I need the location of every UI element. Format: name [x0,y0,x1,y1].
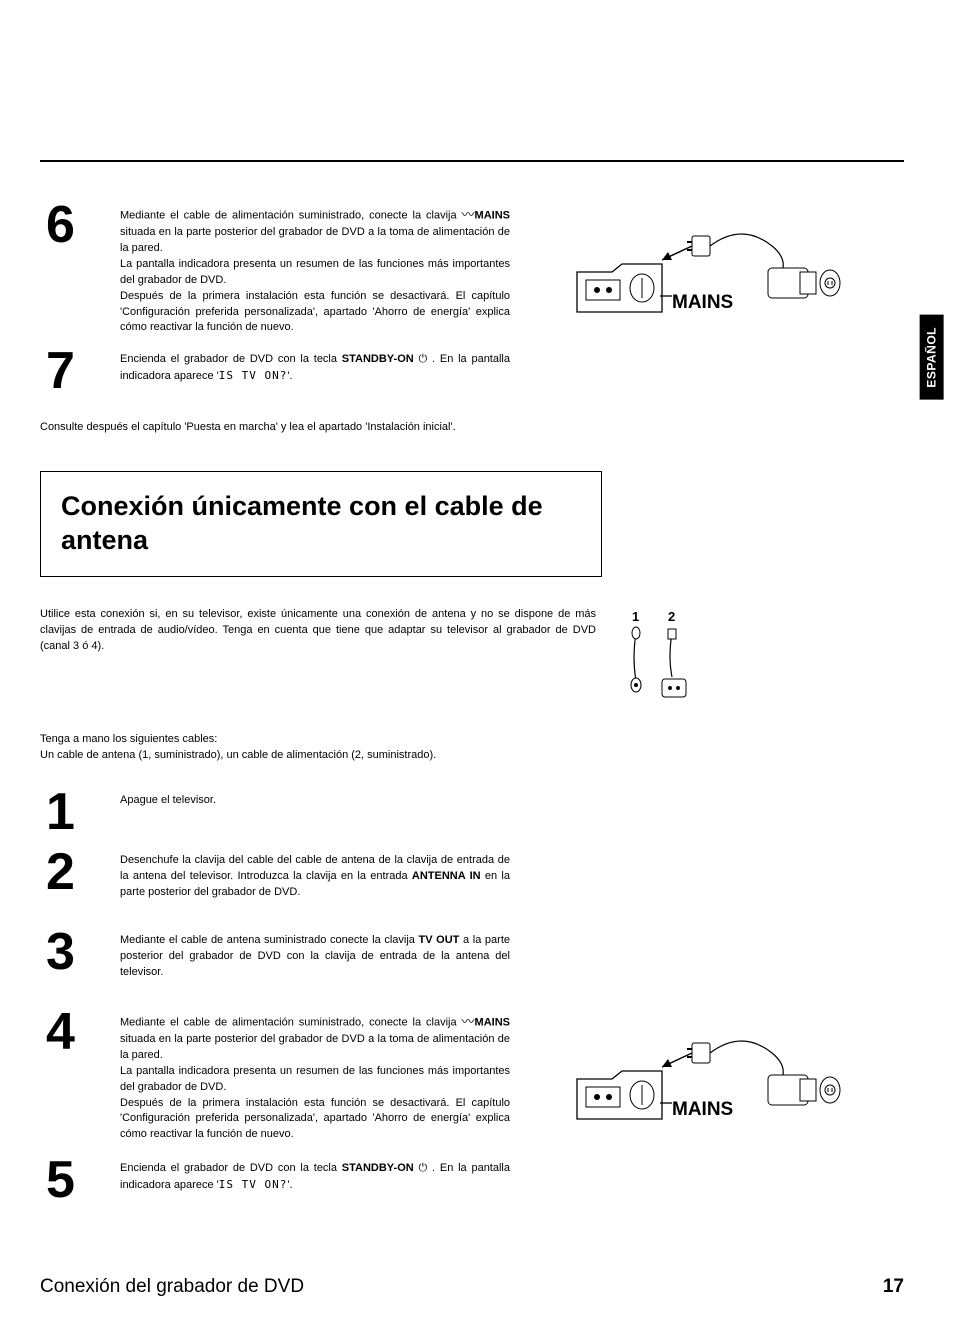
cables-line2: Un cable de antena (1, suministrado), un… [40,749,436,761]
top-rule [40,160,904,162]
step-number: 2 [40,849,120,896]
step-number: 1 [40,789,120,836]
page-footer: Conexión del grabador de DVD 17 [40,1276,904,1298]
mains-label: MAINS [672,1099,733,1120]
cable-label-1: 1 [632,609,639,624]
step-illustration-col: MAINS [510,202,904,332]
step-text: Mediante el cable de antena suministrado… [120,929,510,981]
step-number: 3 [40,929,120,976]
cables-note: Tenga a mano los siguientes cables: Un c… [40,732,600,764]
footer-page-number: 17 [883,1276,904,1298]
step-text: Mediante el cable de alimentación sumini… [120,202,510,336]
step-number: 7 [40,348,120,395]
intro-block: Utilice esta conexión si, en su televiso… [40,607,904,712]
section-title: Conexión únicamente con el cable de ante… [61,490,585,558]
cables-illustration: 1 2 [596,607,904,712]
step-row: 4Mediante el cable de alimentación sumin… [40,1009,904,1143]
intro-paragraph: Utilice esta conexión si, en su televiso… [40,607,596,655]
ac-wave-icon: 〰 [462,207,475,222]
step-row: 5Encienda el grabador de DVD con la tecl… [40,1157,904,1204]
step-number: 6 [40,202,120,249]
mains-illustration: MAINS [572,212,842,332]
step-row: 2Desenchufe la clavija del cable del cab… [40,849,904,901]
power-icon: ⏻ [419,1162,428,1174]
post-step-note: Consulte después el capítulo 'Puesta en … [40,420,596,436]
cable-label-2: 2 [668,609,675,624]
page-content: 6Mediante el cable de alimentación sumin… [0,0,954,1256]
step-row: 1Apague el televisor. [40,789,904,836]
power-icon: ⏻ [419,353,428,365]
step-number: 4 [40,1009,120,1056]
step-row: 6Mediante el cable de alimentación sumin… [40,202,904,336]
step-text: Apague el televisor. [120,789,510,809]
footer-title: Conexión del grabador de DVD [40,1276,304,1298]
mains-illustration: MAINS [572,1019,842,1139]
step-text: Encienda el grabador de DVD con la tecla… [120,348,510,385]
ac-wave-icon: 〰 [462,1014,475,1029]
step-text: Encienda el grabador de DVD con la tecla… [120,1157,510,1194]
language-tab: ESPAÑOL [920,315,944,400]
cables-line1: Tenga a mano los siguientes cables: [40,733,217,745]
step-text: Mediante el cable de alimentación sumini… [120,1009,510,1143]
step-row: 3Mediante el cable de antena suministrad… [40,929,904,981]
mains-label: MAINS [672,292,733,313]
step-number: 5 [40,1157,120,1204]
step-text: Desenchufe la clavija del cable del cabl… [120,849,510,901]
step-row: 7Encienda el grabador de DVD con la tecl… [40,348,904,395]
step-illustration-col: MAINS [510,1009,904,1139]
section-heading-box: Conexión únicamente con el cable de ante… [40,471,602,577]
steps-bottom-container: 1Apague el televisor. 2Desenchufe la clav… [40,789,904,1205]
steps-top-container: 6Mediante el cable de alimentación sumin… [40,202,904,395]
